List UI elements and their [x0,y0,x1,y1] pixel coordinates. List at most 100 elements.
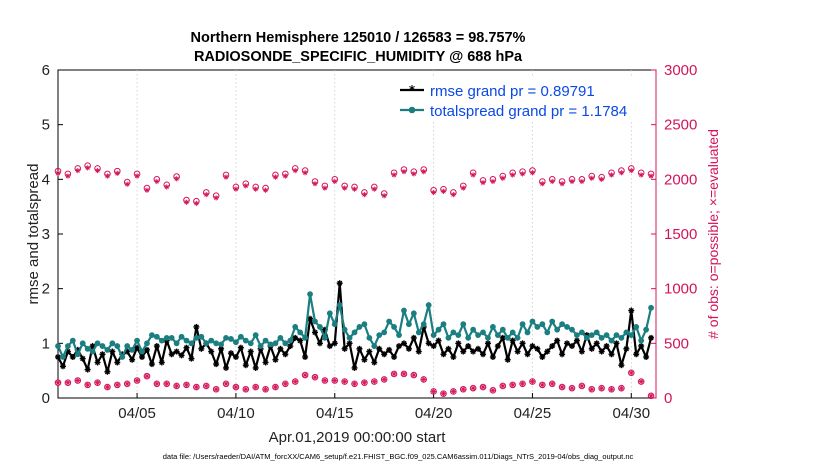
left-tick-label: 4 [42,171,50,188]
rmse-point [247,348,254,355]
obs-evaluated-point [569,178,575,185]
obs-low-evaluated-point [579,383,585,389]
right-tick-label: 1000 [664,281,697,298]
obs-low-evaluated-point [322,377,328,384]
totalspread-point [460,321,467,328]
obs-low-evaluated-point [480,384,486,390]
totalspread-point [598,334,605,341]
obs-evaluated-point [154,178,160,185]
totalspread-point [267,341,274,348]
rmse-point [405,345,412,352]
rmse-point [514,348,521,355]
obs-low-evaluated-point [589,386,595,392]
totalspread-point [628,332,635,339]
rmse-point [114,359,121,366]
obs-low-evaluated-point [510,382,516,388]
rmse-point [410,334,417,341]
obs-low-evaluated-point [440,391,447,397]
totalspread-point [405,321,412,328]
obs-low-possible-point [193,383,200,391]
obs-low-evaluated-point [144,373,150,379]
obs-low-possible-point [183,381,190,389]
rmse-point [55,354,61,360]
left-tick-label: 1 [42,335,50,352]
totalspread-point [188,340,195,347]
left-tick-label: 0 [42,390,50,407]
obs-low-evaluated-point [262,386,269,392]
totalspread-point [119,354,126,360]
x-tick-label: 04/25 [514,405,552,422]
rmse-point [356,345,363,352]
totalspread-point [410,310,417,317]
rmse-point [455,340,462,347]
totalspread-point [208,337,215,344]
obs-evaluated-point [104,173,111,179]
obs-low-evaluated-point [628,370,634,376]
rmse-point [84,366,91,373]
rmse-point [470,348,477,355]
rmse-point [613,340,620,347]
obs-low-evaluated-point [272,384,279,390]
obs-evaluated-point [85,165,91,171]
obs-evaluated-point [114,170,120,176]
obs-evaluated-point [559,181,565,187]
rmse-point [400,340,407,347]
obs-evaluated-point [243,183,249,189]
obs-evaluated-point [322,185,328,191]
obs-low-evaluated-point [94,380,101,386]
rmse-point [104,368,111,375]
obs-low-possible-point [440,390,447,397]
plot-area [57,69,657,399]
totalspread-point [391,324,397,330]
rmse-point [460,348,467,355]
obs-low-possible-point [479,383,487,391]
rmse-point [391,354,398,360]
obs-low-evaluated-point [174,383,180,389]
obs-evaluated-point [381,193,387,199]
totalspread-point [440,321,447,328]
rmse-point [351,364,358,371]
totalspread-point [163,334,170,341]
rmse-point [223,364,230,371]
obs-low-evaluated-point [618,385,625,391]
obs-low-evaluated-point [539,382,545,388]
totalspread-point [425,302,432,308]
left-tick-label: 5 [42,117,50,134]
totalspread-point [465,334,472,341]
obs-evaluated-point [480,180,486,186]
obs-low-evaluated-point [529,379,536,385]
totalspread-point [292,324,299,330]
obs-low-evaluated-point [154,381,160,387]
obs-low-evaluated-point [332,377,338,384]
footer-data-file: data file: /Users/raeder/DAI/ATM_forcXX/… [163,452,634,461]
obs-evaluated-point [174,176,180,182]
rmse-point [578,348,585,355]
totalspread-point [79,340,86,347]
rmse-point [588,345,595,352]
obs-evaluated-point [183,199,190,205]
rmse-point [573,337,580,344]
totalspread-point [109,340,116,347]
totalspread-point [648,304,654,311]
obs-low-evaluated-point [351,381,358,387]
obs-low-possible-point [262,385,269,393]
obs-low-possible-point [212,385,220,393]
totalspread-point [514,334,521,341]
rmse-point [519,340,526,347]
obs-low-evaluated-point [183,382,190,388]
obs-evaluated-point [332,178,338,185]
rmse-point [173,348,180,355]
obs-evaluated-point [579,178,585,185]
obs-low-evaluated-point [648,393,654,399]
totalspread-point [376,332,383,339]
totalspread-point [401,307,407,314]
totalspread-point [529,318,536,325]
rmse-point [218,345,225,352]
totalspread-point [430,332,437,339]
obs-low-evaluated-point [134,377,140,384]
totalspread-point [198,333,205,340]
obs-evaluated-point [648,173,654,179]
obs-low-evaluated-point [638,379,644,385]
rmse-point [450,354,457,360]
totalspread-point [638,337,645,344]
